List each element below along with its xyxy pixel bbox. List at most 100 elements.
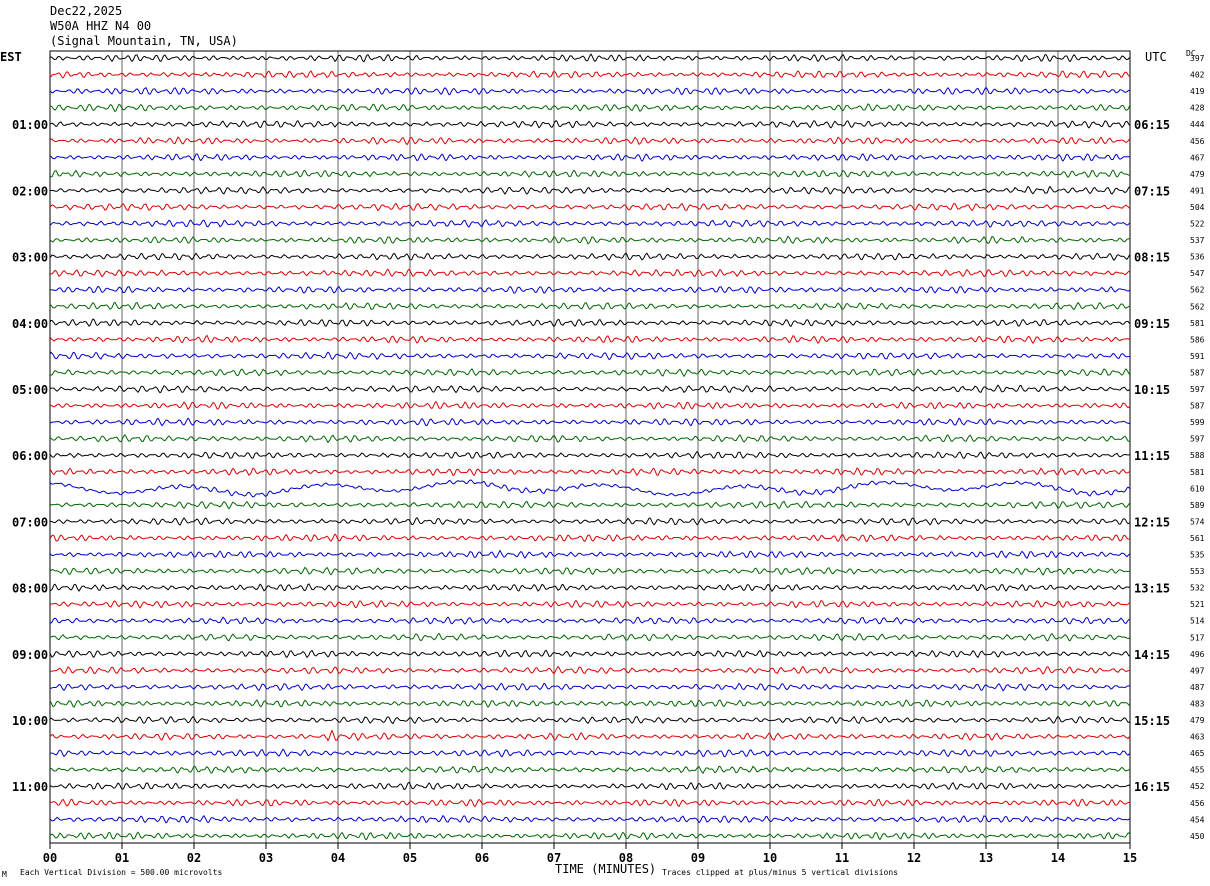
x-tick-label: 15 [1123,851,1137,865]
dc-offset-label: 553 [1190,567,1205,576]
trace-line-31 [49,566,1131,576]
dc-offset-label: 444 [1190,120,1205,129]
dc-offset-label: 455 [1190,766,1205,775]
trace-line-45 [49,798,1131,808]
dc-offset-label: 561 [1190,534,1205,543]
dc-offset-label: 456 [1190,799,1205,808]
header-date: Dec22,2025 [50,4,123,18]
trace-line-33 [49,599,1131,609]
trace-line-34 [49,616,1131,625]
right-hour-label: 14:15 [1134,648,1170,662]
trace-line-24 [49,450,1131,459]
dc-offset-label: 581 [1190,468,1205,477]
trace-line-12 [49,252,1131,262]
x-tick-label: 09 [691,851,705,865]
dc-offset-label: 522 [1190,220,1205,229]
trace-line-19 [49,368,1131,378]
x-tick-label: 07 [547,851,561,865]
dc-offset-label: 452 [1190,782,1205,791]
trace-line-5 [49,136,1131,146]
trace-line-23 [49,434,1131,444]
dc-offset-label: 574 [1190,517,1205,526]
trace-line-37 [49,665,1131,675]
dc-offset-label: 537 [1190,236,1205,245]
dc-label: DC [1186,49,1196,58]
left-hour-label: 03:00 [12,251,48,265]
x-tick-label: 05 [403,851,417,865]
trace-line-26 [49,479,1131,498]
right-timezone-label: UTC [1145,50,1167,64]
left-timezone-label: EST [0,50,22,64]
trace-line-32 [49,583,1131,593]
x-tick-label: 10 [763,851,777,865]
dc-offset-label: 419 [1190,87,1205,96]
trace-line-36 [49,649,1131,659]
trace-line-8 [49,185,1131,196]
trace-line-39 [49,699,1131,708]
dc-offset-label: 517 [1190,633,1205,642]
left-hour-label: 09:00 [12,648,48,662]
right-hour-label: 07:15 [1134,184,1170,198]
dc-offset-label: 397 [1190,54,1205,63]
trace-line-20 [49,384,1131,394]
trace-line-1 [49,70,1131,79]
x-tick-label: 02 [187,851,201,865]
left-hour-label: 08:00 [12,582,48,596]
x-tick-label: 11 [835,851,849,865]
dc-offset-label: 597 [1190,435,1205,444]
dc-offset-label: 587 [1190,368,1205,377]
dc-offset-label: 497 [1190,666,1205,675]
dc-offset-label: 587 [1190,402,1205,411]
left-hour-label: 07:00 [12,515,48,529]
x-tick-label: 03 [259,851,273,865]
dc-offset-label: 532 [1190,584,1205,593]
trace-line-9 [49,202,1131,212]
dc-offset-label: 483 [1190,699,1205,708]
left-hour-label: 02:00 [12,184,48,198]
header-station: W50A HHZ N4 00 [50,19,152,33]
dc-offset-label: 479 [1190,716,1205,725]
dc-offset-label: 589 [1190,501,1205,510]
trace-line-6 [49,153,1131,162]
left-hour-label: 10:00 [12,714,48,728]
dc-offset-label: 547 [1190,269,1205,278]
x-tick-label: 13 [979,851,993,865]
dc-offset-label: 535 [1190,551,1205,560]
dc-offset-label: 521 [1190,600,1205,609]
trace-line-3 [49,103,1131,113]
trace-line-4 [49,120,1131,129]
trace-line-2 [49,86,1131,96]
left-hour-label: 05:00 [12,383,48,397]
trace-line-38 [49,682,1131,692]
trace-line-7 [49,169,1131,179]
corner-mark: M [2,870,7,879]
dc-offset-label: 591 [1190,352,1205,361]
right-hour-label: 11:15 [1134,449,1170,463]
trace-line-41 [49,729,1131,742]
dc-offset-label: 562 [1190,302,1205,311]
x-tick-label: 14 [1051,851,1065,865]
right-hour-label: 13:15 [1134,582,1170,596]
dc-offset-label: 536 [1190,253,1205,262]
dc-offset-label: 487 [1190,683,1205,692]
header-location: (Signal Mountain, TN, USA) [50,34,238,48]
x-tick-label: 08 [619,851,633,865]
dc-offset-label: 514 [1190,617,1205,626]
dc-offset-label: 496 [1190,650,1205,659]
x-tick-label: 06 [475,851,489,865]
trace-line-40 [49,715,1131,725]
trace-line-28 [49,517,1131,526]
left-hour-label: 06:00 [12,449,48,463]
right-hour-label: 09:15 [1134,317,1170,331]
dc-offset-label: 465 [1190,749,1205,758]
trace-line-27 [49,500,1131,510]
right-hour-label: 08:15 [1134,251,1170,265]
plot-frame [49,50,1131,844]
x-tick-label: 01 [115,851,129,865]
dc-offset-label: 610 [1190,484,1205,493]
left-hour-label: 04:00 [12,317,48,331]
dc-offset-label: 463 [1190,733,1205,742]
dc-offset-label: 588 [1190,451,1205,460]
trace-line-15 [49,301,1131,311]
right-hour-label: 12:15 [1134,515,1170,529]
